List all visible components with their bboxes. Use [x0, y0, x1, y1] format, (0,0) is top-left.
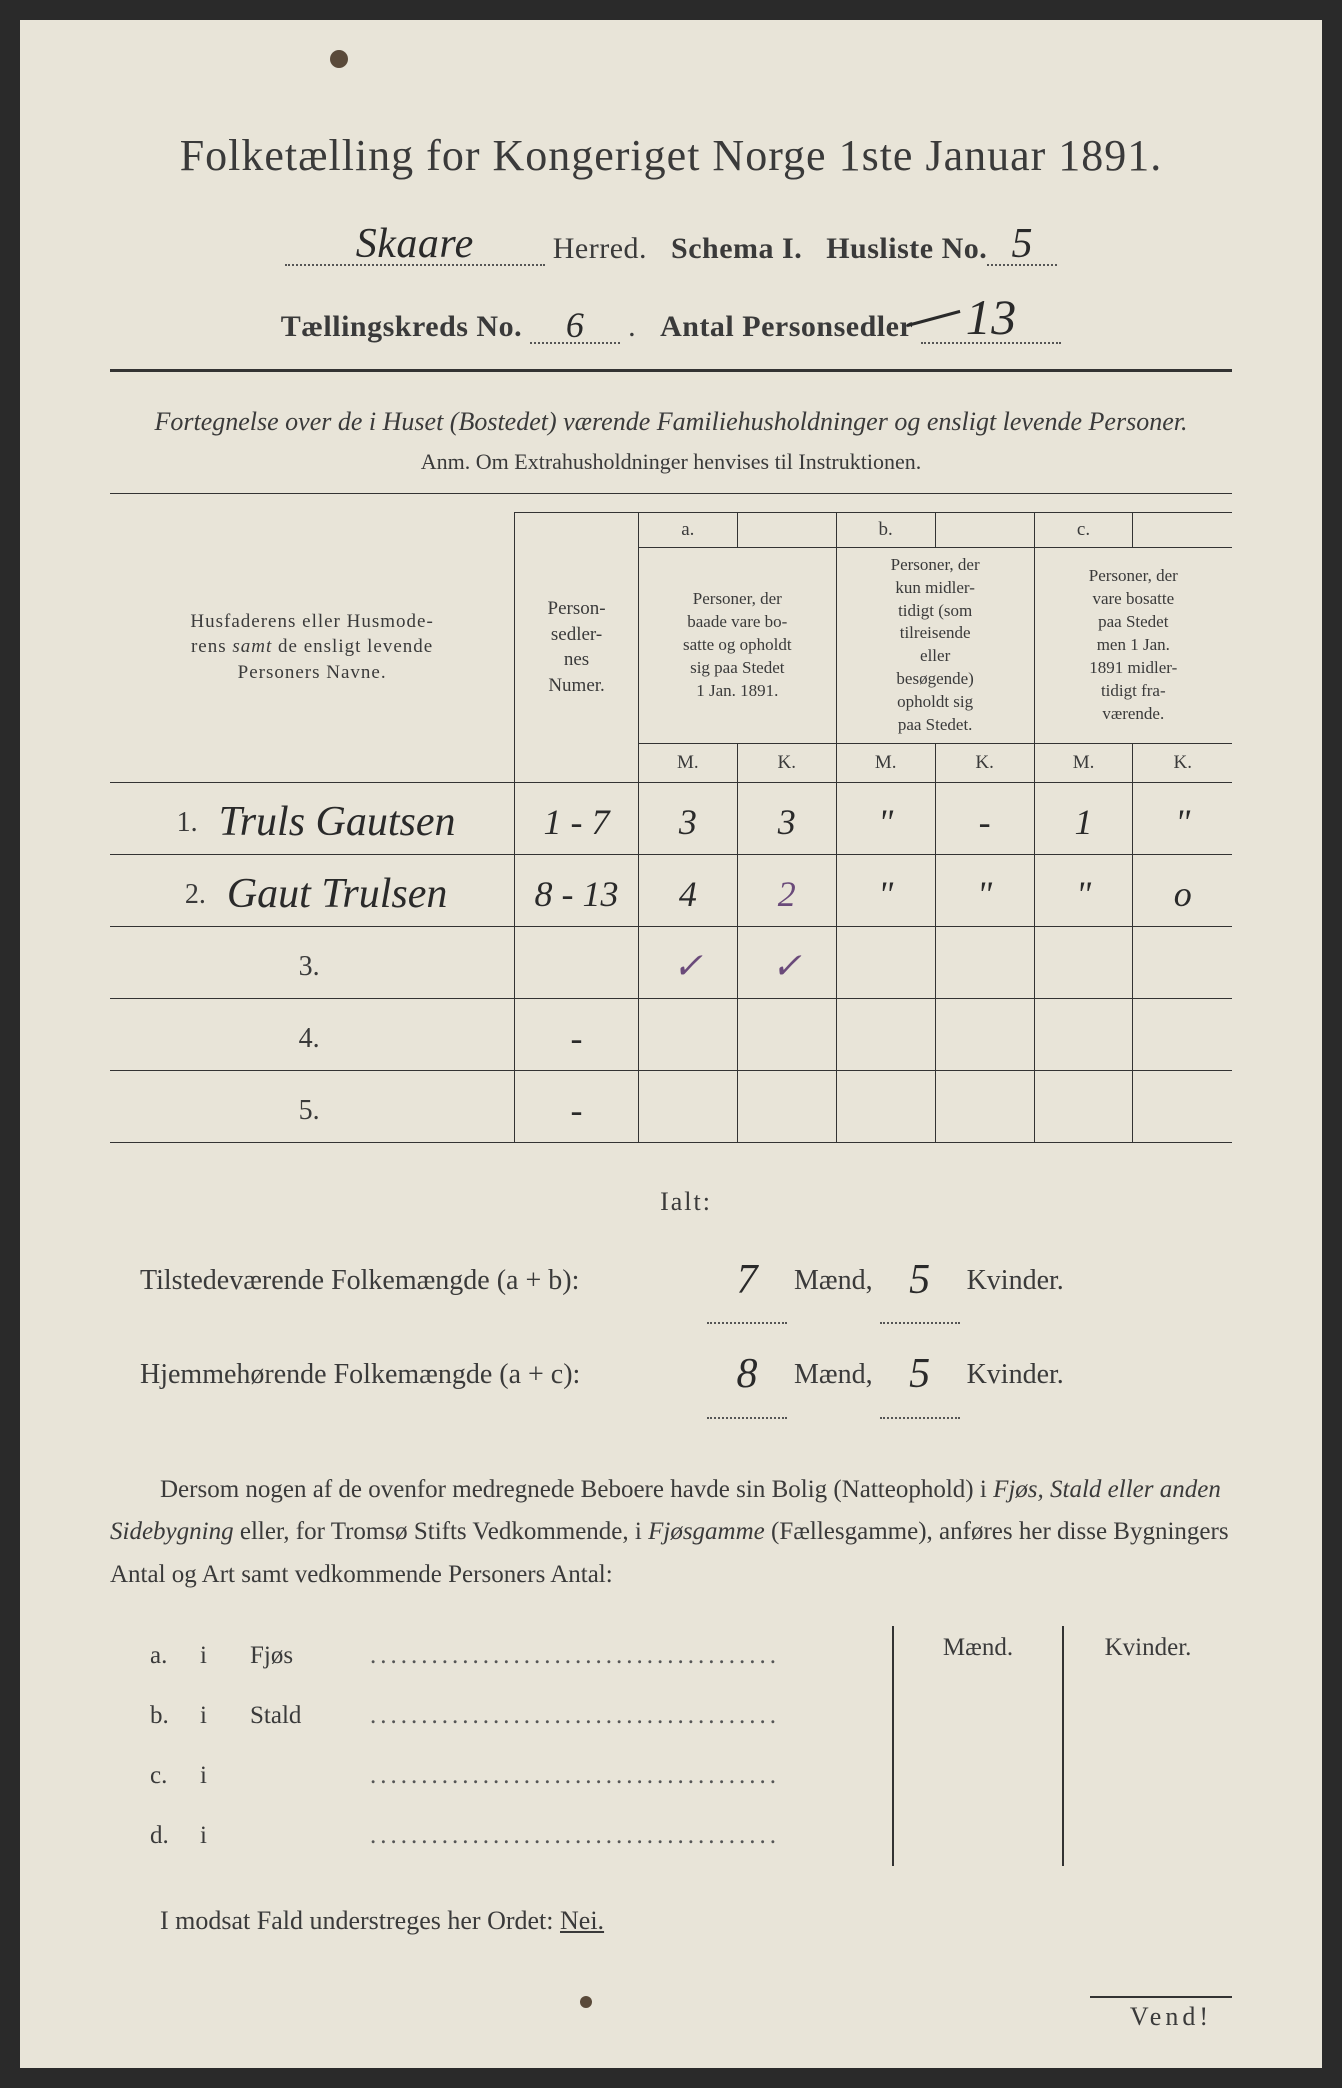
ink-blot [330, 50, 348, 68]
lower-row: d.i.....................................… [150, 1806, 892, 1866]
ialt-label: Ialt: [140, 1173, 1232, 1230]
main-table: Husfaderens eller Husmode-rens samt de e… [110, 512, 1232, 1143]
col-c-label: c. [1034, 513, 1133, 548]
summary-line2-label: Hjemmehørende Folkemængde (a + c): [140, 1344, 700, 1406]
summary-line1-label: Tilstedeværende Folkemængde (a + b): [140, 1250, 700, 1312]
kvinder-label-2: Kvinder. [967, 1359, 1064, 1390]
header-line-1: Skaare Herred. Schema I. Husliste No. 5 [110, 216, 1232, 266]
col-b-m: M. [836, 744, 935, 783]
summary-block: Ialt: Tilstedeværende Folkemængde (a + b… [140, 1173, 1232, 1419]
thin-rule [110, 493, 1232, 494]
lower-header-m: Mænd. [894, 1626, 1064, 1866]
col-c-m: M. [1034, 744, 1133, 783]
maend-label-2: Mænd, [794, 1359, 873, 1390]
table-row: 4. - [110, 998, 1232, 1070]
table-row: 5. - [110, 1070, 1232, 1142]
col-numer-header: Person-sedler-nesNumer. [548, 598, 606, 696]
col-names-header: Husfaderens eller Husmode-rens samt de e… [190, 611, 433, 683]
col-a-m: M. [638, 744, 737, 783]
horizontal-rule [110, 369, 1232, 372]
schema-label: Schema I. [671, 232, 802, 265]
col-a-label-2 [737, 513, 836, 548]
header-line-2: Tællingskreds No. 6 . Antal Personsedler… [110, 284, 1232, 344]
kvinder-label: Kvinder. [967, 1265, 1064, 1296]
summary-line1-m: 7 [737, 1257, 758, 1303]
summary-line2-m: 8 [737, 1351, 758, 1397]
col-c-label-2 [1133, 513, 1232, 548]
table-row: 2. Gaut Trulsen 8 - 13 4 2 " " " o [110, 854, 1232, 926]
col-a-label: a. [638, 513, 737, 548]
table-row: 1. Truls Gautsen 1 - 7 3 3 " - 1 " [110, 782, 1232, 854]
final-text: I modsat Fald understreges her Ordet: [160, 1906, 554, 1935]
antal-value: 13 [966, 288, 1017, 346]
ink-blot [580, 1996, 592, 2008]
col-c-text: Personer, dervare bosattepaa Stedetmen 1… [1034, 547, 1232, 744]
herred-label: Herred. [553, 232, 647, 265]
col-b-text: Personer, derkun midler-tidigt (somtilre… [836, 547, 1034, 744]
husliste-label: Husliste No. [826, 232, 987, 265]
col-b-label-2 [935, 513, 1034, 548]
col-b-label: b. [836, 513, 935, 548]
paragraph: Dersom nogen af de ovenfor medregnede Be… [110, 1469, 1232, 1597]
summary-line1-k: 5 [909, 1257, 930, 1303]
lower-row: b.iStald................................… [150, 1686, 892, 1746]
final-line: I modsat Fald understreges her Ordet: Ne… [110, 1906, 1232, 1936]
herred-value: Skaare [356, 221, 474, 267]
lower-table: a.iFjøs.................................… [110, 1626, 1232, 1866]
subtitle: Fortegnelse over de i Huset (Bostedet) v… [110, 402, 1232, 441]
col-b-k: K. [935, 744, 1034, 783]
nei-word: Nei. [560, 1906, 604, 1935]
summary-line2-k: 5 [909, 1351, 930, 1397]
anm-note: Anm. Om Extrahusholdninger henvises til … [110, 449, 1232, 475]
lower-row: c.i.....................................… [150, 1746, 892, 1806]
maend-label: Mænd, [794, 1265, 873, 1296]
col-c-k: K. [1133, 744, 1232, 783]
col-a-k: K. [737, 744, 836, 783]
col-a-text: Personer, derbaade vare bo-satte og opho… [638, 547, 836, 744]
page-title: Folketælling for Kongeriget Norge 1ste J… [110, 130, 1232, 181]
vend-label: Vend! [1090, 1996, 1232, 2032]
census-form-page: Folketælling for Kongeriget Norge 1ste J… [20, 20, 1322, 2068]
table-row: 3. ✓ ✓ [110, 926, 1232, 998]
lower-row: a.iFjøs.................................… [150, 1626, 892, 1686]
kreds-value: 6 [566, 305, 585, 345]
antal-label: Antal Personsedler [660, 310, 913, 343]
kreds-label: Tællingskreds No. [281, 310, 522, 343]
lower-header-k: Kvinder. [1064, 1626, 1232, 1866]
husliste-value: 5 [1011, 221, 1033, 267]
